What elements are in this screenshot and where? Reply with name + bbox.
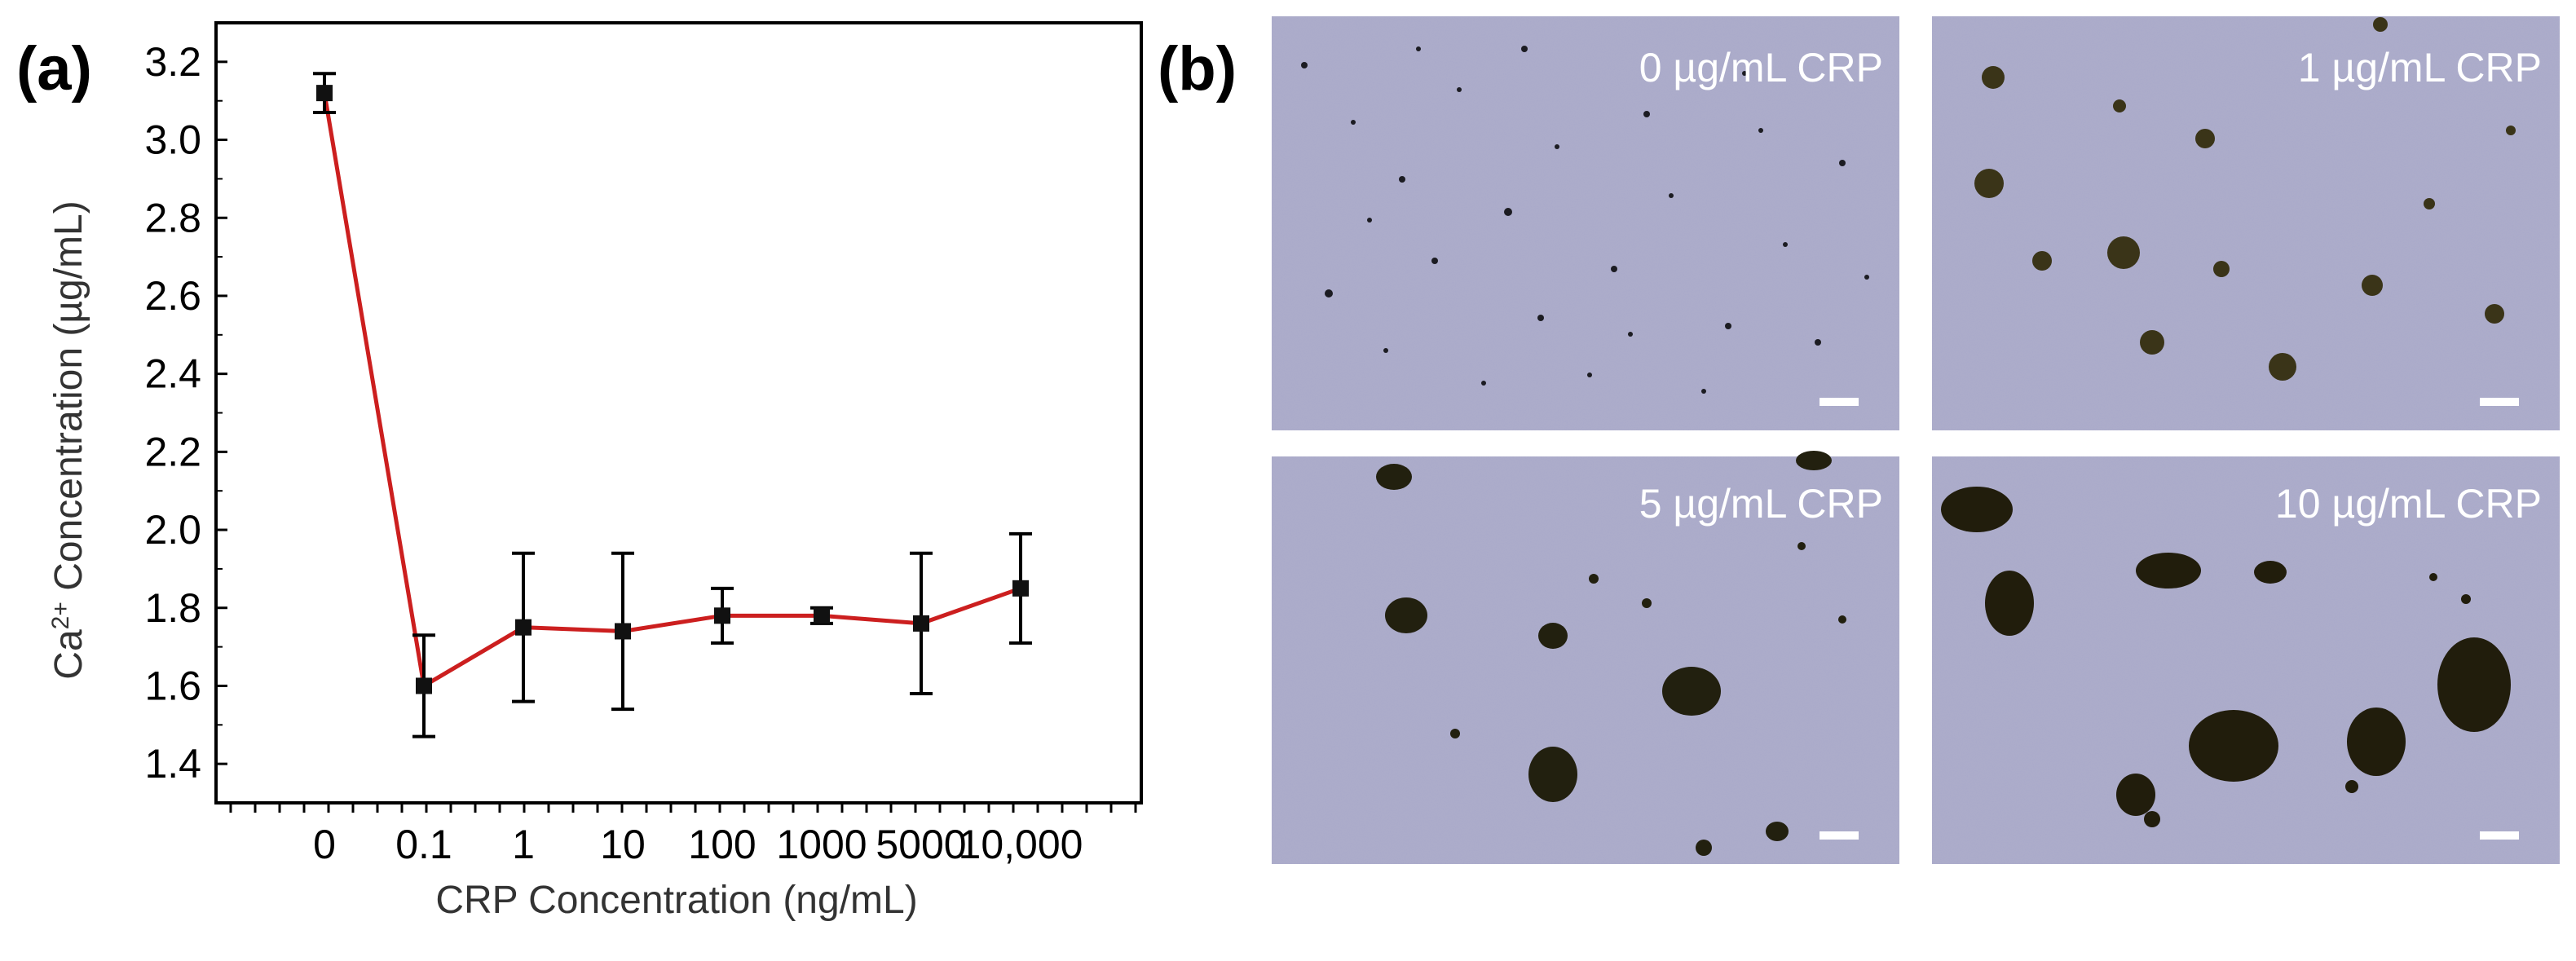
scale-bar xyxy=(2480,398,2519,406)
x-tick-label: 10,000 xyxy=(959,822,1083,867)
micrograph-5-crp: 5 µg/mL CRP xyxy=(1272,451,1899,864)
scale-bar xyxy=(1820,831,1859,840)
scale-bar xyxy=(1820,398,1859,406)
data-point xyxy=(515,619,532,636)
micrograph-10-crp: 10 µg/mL CRP xyxy=(1932,456,2560,864)
plot-frame xyxy=(214,21,1143,805)
y-tick-label: 1.4 xyxy=(144,741,201,787)
data-point xyxy=(913,615,929,632)
micrograph-0-particles xyxy=(1301,46,1869,394)
data-point xyxy=(814,607,830,624)
data-point xyxy=(714,607,730,624)
y-tick-label: 1.6 xyxy=(144,663,201,708)
x-axis-title: CRP Concentration (ng/mL) xyxy=(435,879,917,922)
data-point xyxy=(316,85,333,102)
y-axis-title: Ca2+ Concentration (µg/mL) xyxy=(47,201,91,679)
y-tick-label: 3.0 xyxy=(144,117,201,163)
micrograph-label-1: 1 µg/mL CRP xyxy=(2298,45,2542,90)
x-tick-label: 10 xyxy=(600,822,646,867)
micrograph-5-particles xyxy=(1376,451,1846,856)
data-point xyxy=(1012,580,1029,597)
y-tick-label: 3.2 xyxy=(144,39,201,85)
y-tick-label: 1.8 xyxy=(144,585,201,631)
micrograph-label-10: 10 µg/mL CRP xyxy=(2275,481,2542,527)
x-tick-label: 5000 xyxy=(876,822,966,867)
micrograph-1-crp: 1 µg/mL CRP xyxy=(1932,16,2560,430)
y-tick-label: 2.4 xyxy=(144,351,201,397)
y-tick-label: 2.8 xyxy=(144,195,201,240)
x-tick-label: 0.1 xyxy=(395,822,452,867)
micrograph-1-particles xyxy=(1974,17,2516,381)
panel-b-label: (b) xyxy=(1158,34,1237,104)
x-tick-label: 1000 xyxy=(776,822,867,867)
y-tick-label: 2.0 xyxy=(144,507,201,553)
y-tick-label: 2.2 xyxy=(144,429,201,474)
scale-bar xyxy=(2480,831,2519,840)
micrograph-10-particles xyxy=(1941,487,2511,827)
x-tick-label: 1 xyxy=(512,822,535,867)
panel-a-label: (a) xyxy=(16,34,92,104)
data-point xyxy=(615,623,631,640)
micrograph-label-0: 0 µg/mL CRP xyxy=(1639,45,1883,90)
series-line xyxy=(322,92,1021,690)
line-chart: 1.4 1.6 1.8 2.0 2.2 2.4 2.6 2.8 3.0 3.2 0 0.1 1 10 100… xyxy=(144,21,1143,867)
y-tick-label: 2.6 xyxy=(144,273,201,319)
micrograph-0-crp: 0 µg/mL CRP xyxy=(1272,16,1899,430)
x-tick-label: 100 xyxy=(688,822,756,867)
micrograph-label-5: 5 µg/mL CRP xyxy=(1639,481,1883,527)
x-tick-label: 0 xyxy=(313,822,336,867)
data-point xyxy=(416,677,432,694)
